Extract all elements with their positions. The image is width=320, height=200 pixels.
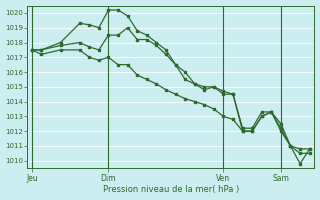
X-axis label: Pression niveau de la mer( hPa ): Pression niveau de la mer( hPa ): [103, 185, 239, 194]
